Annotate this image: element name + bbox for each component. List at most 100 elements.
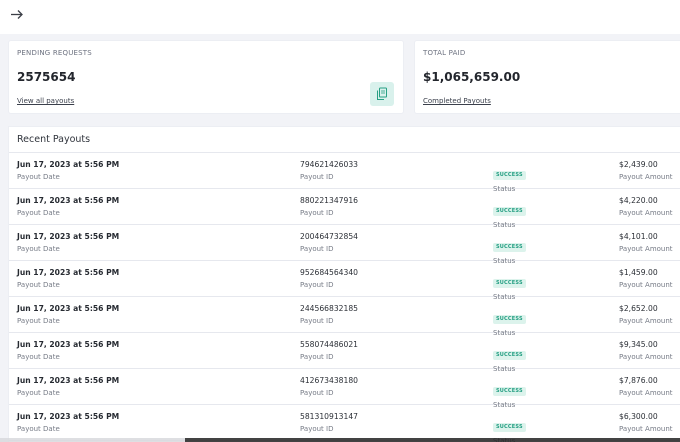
payout-date: Jun 17, 2023 at 5:56 PM [17,268,120,277]
total-paid-card: TOTAL PAID $1,065,659.00 Completed Payou… [415,41,680,113]
payout-amount-label: Payout Amount [619,317,673,325]
view-all-payouts-link[interactable]: View all payouts [17,97,75,105]
payout-date: Jun 17, 2023 at 5:56 PM [17,232,120,241]
table-row[interactable]: Jun 17, 2023 at 5:56 PM Payout Date 952684… [9,261,680,301]
table-row[interactable]: Jun 17, 2023 at 5:56 PM Payout Date 880221… [9,189,680,229]
total-paid-value: $1,065,659.00 [423,70,521,84]
payout-amount-label: Payout Amount [619,353,673,361]
status-label: Status [493,365,516,373]
payout-date-cell: Jun 17, 2023 at 5:56 PM Payout Date [17,196,119,217]
status-cell: SUCCESS Status [493,377,526,409]
payout-date-cell: Jun 17, 2023 at 5:56 PM Payout Date [17,412,119,433]
status-label: Status [493,257,516,265]
divider [9,152,680,153]
status-badge: SUCCESS [493,242,526,252]
table-row[interactable]: Jun 17, 2023 at 5:56 PM Payout Date 412673… [9,369,680,409]
payout-amount-label: Payout Amount [619,281,673,289]
status-badge: SUCCESS [493,422,526,432]
status-badge: SUCCESS [493,314,526,324]
payout-id: 581310913147 [300,412,358,421]
payout-id-cell: 244566832185 Payout ID [300,304,358,325]
payout-amount-label: Payout Amount [619,245,673,253]
payout-date-cell: Jun 17, 2023 at 5:56 PM Payout Date [17,268,119,289]
payout-amount-cell: $1,459.00 Payout Amount [619,268,673,289]
payout-date: Jun 17, 2023 at 5:56 PM [17,412,120,421]
payout-date-label: Payout Date [17,245,60,253]
payout-id-label: Payout ID [300,281,334,289]
status-badge: SUCCESS [493,386,526,396]
payout-id: 952684564340 [300,268,358,277]
payout-id: 880221347916 [300,196,358,205]
payout-amount: $4,101.00 [619,232,658,241]
status-cell: SUCCESS Status [493,197,526,229]
payout-date-label: Payout Date [17,209,60,217]
payout-date-cell: Jun 17, 2023 at 5:56 PM Payout Date [17,376,119,397]
status-label: Status [493,401,516,409]
payout-amount-label: Payout Amount [619,425,673,433]
total-paid-label: TOTAL PAID [423,49,466,57]
top-bar [0,0,680,34]
payout-amount: $4,220.00 [619,196,658,205]
recent-payouts-title: Recent Payouts [17,134,91,145]
payout-id-cell: 880221347916 Payout ID [300,196,358,217]
payout-date-label: Payout Date [17,425,60,433]
status-badge: SUCCESS [493,170,526,180]
payout-id-cell: 558074486021 Payout ID [300,340,358,361]
table-row[interactable]: Jun 17, 2023 at 5:56 PM Payout Date 244566… [9,297,680,337]
payout-id-label: Payout ID [300,317,334,325]
payout-id: 558074486021 [300,340,358,349]
status-label: Status [493,185,516,193]
document-copy-button[interactable] [370,82,394,106]
recent-payouts-panel: Recent Payouts Jun 17, 2023 at 5:56 PM Pa… [9,127,680,442]
payout-date-label: Payout Date [17,389,60,397]
payout-id-label: Payout ID [300,245,334,253]
payout-amount: $7,876.00 [619,376,658,385]
completed-payouts-link[interactable]: Completed Payouts [423,97,491,105]
payout-date: Jun 17, 2023 at 5:56 PM [17,160,120,169]
payout-id-cell: 794621426033 Payout ID [300,160,358,181]
table-row[interactable]: Jun 17, 2023 at 5:56 PM Payout Date 558074… [9,333,680,373]
payout-id: 244566832185 [300,304,358,313]
payout-date: Jun 17, 2023 at 5:56 PM [17,340,120,349]
payout-date-label: Payout Date [17,353,60,361]
payout-date-label: Payout Date [17,317,60,325]
payout-id-label: Payout ID [300,173,334,181]
payout-amount-label: Payout Amount [619,209,673,217]
payout-id: 412673438180 [300,376,358,385]
payout-id-cell: 200464732854 Payout ID [300,232,358,253]
status-cell: SUCCESS Status [493,233,526,265]
table-row[interactable]: Jun 17, 2023 at 5:56 PM Payout Date 794621… [9,153,680,193]
payout-amount: $9,345.00 [619,340,658,349]
payout-amount-label: Payout Amount [619,173,673,181]
payout-id-label: Payout ID [300,353,334,361]
pending-requests-label: PENDING REQUESTS [17,49,92,57]
status-label: Status [493,329,516,337]
table-row[interactable]: Jun 17, 2023 at 5:56 PM Payout Date 581310… [9,405,680,442]
payout-id-label: Payout ID [300,389,334,397]
pending-requests-value: 2575654 [17,70,76,84]
status-label: Status [493,293,516,301]
payout-id-cell: 581310913147 Payout ID [300,412,358,433]
payout-amount-cell: $7,876.00 Payout Amount [619,376,673,397]
payout-date: Jun 17, 2023 at 5:56 PM [17,376,120,385]
payout-id-cell: 412673438180 Payout ID [300,376,358,397]
bottom-edge [0,438,680,442]
payout-amount-cell: $2,439.00 Payout Amount [619,160,673,181]
payout-date: Jun 17, 2023 at 5:56 PM [17,304,120,313]
status-badge: SUCCESS [493,206,526,216]
payout-date-cell: Jun 17, 2023 at 5:56 PM Payout Date [17,340,119,361]
payout-amount: $2,652.00 [619,304,658,313]
status-badge: SUCCESS [493,350,526,360]
payout-amount-cell: $6,300.00 Payout Amount [619,412,673,433]
table-row[interactable]: Jun 17, 2023 at 5:56 PM Payout Date 200464… [9,225,680,265]
payout-id-label: Payout ID [300,209,334,217]
status-label: Status [493,221,516,229]
payout-amount: $6,300.00 [619,412,658,421]
payout-id-label: Payout ID [300,425,334,433]
payout-id: 200464732854 [300,232,358,241]
status-cell: SUCCESS Status [493,161,526,193]
payout-id: 794621426033 [300,160,358,169]
payout-amount-label: Payout Amount [619,389,673,397]
arrow-right-icon[interactable] [9,6,25,22]
payout-amount-cell: $9,345.00 Payout Amount [619,340,673,361]
